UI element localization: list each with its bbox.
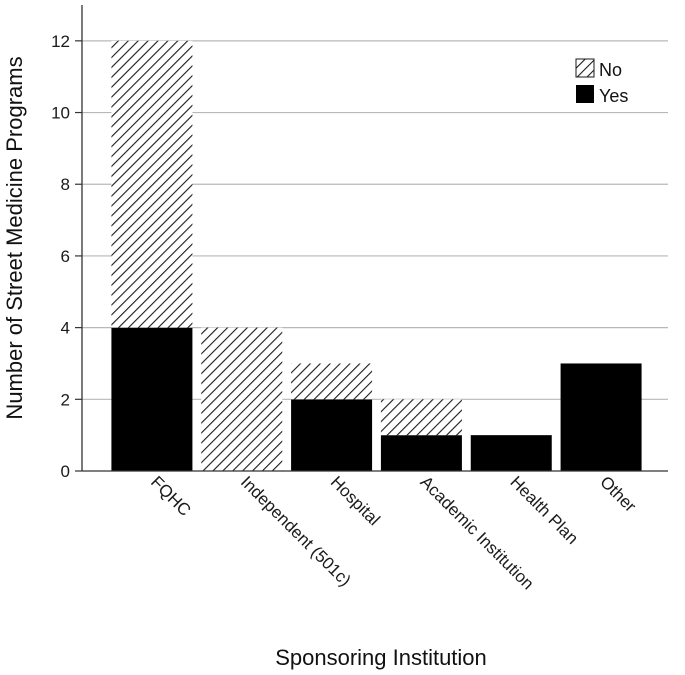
x-tick-label-hospital: Hospital [327, 472, 384, 529]
x-category-labels: FQHC Independent (501c)Hospital Academic I… [147, 472, 640, 593]
y-axis-title: Number of Street Medicine Programs [2, 56, 27, 419]
y-tick-labels: 0 2 4 6 8 10 12 [51, 32, 82, 481]
legend-label-no: No [599, 60, 622, 80]
x-tick-label-health-plan: Health Plan [506, 472, 582, 548]
axes [81, 5, 668, 472]
y-tick-label: 6 [61, 247, 70, 266]
y-tick-label: 0 [61, 462, 70, 481]
y-tick-label: 8 [61, 175, 70, 194]
x-tick-label-fqhc: FQHC [147, 472, 194, 519]
bar-yes-academic-institution [380, 435, 462, 471]
y-tick-label: 4 [61, 319, 70, 338]
bar-no-independent-501c [201, 327, 283, 471]
bars [111, 40, 642, 471]
bar-yes-hospital [291, 399, 373, 471]
x-axis-title: Sponsoring Institution [275, 645, 487, 670]
x-tick-label-other: Other [596, 472, 640, 516]
legend: No Yes [575, 58, 628, 106]
legend-swatch-no [575, 58, 595, 78]
legend-label-yes: Yes [599, 86, 628, 106]
bar-no-academic-institution [380, 399, 462, 436]
bar-yes-other [560, 363, 642, 471]
bar-yes-fqhc [111, 327, 193, 471]
legend-swatch-yes [576, 85, 594, 103]
y-tick-label: 2 [61, 390, 70, 409]
bar-yes-health-plan [470, 435, 552, 471]
y-tick-label: 10 [51, 104, 70, 123]
bar-no-hospital [291, 363, 373, 400]
bar-no-fqhc [111, 40, 193, 328]
y-tick-label: 12 [51, 32, 70, 51]
